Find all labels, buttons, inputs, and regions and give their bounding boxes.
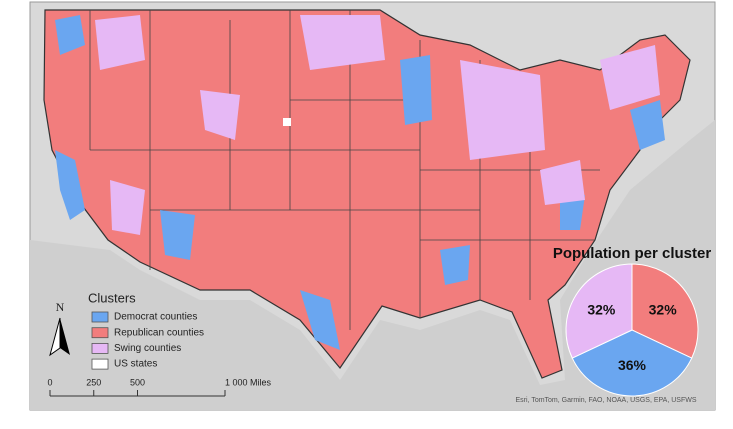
legend-label: Republican counties (114, 327, 204, 338)
white-county (283, 118, 291, 126)
scale-label: 250 (86, 377, 101, 387)
legend-swatch (91, 327, 109, 339)
pie-label: 36% (618, 357, 647, 373)
legend-label: US states (114, 359, 157, 370)
pie-label: 32% (587, 301, 616, 317)
pie-slice (571, 329, 693, 397)
attribution: Esri, TomTom, Garmin, FAO, NOAA, USGS, E… (516, 397, 697, 404)
scale-label: 500 (130, 377, 145, 387)
legend-label: Swing counties (114, 343, 181, 354)
blue-areas (55, 15, 665, 350)
legend: Clusters Democrat counties Republican cou… (88, 290, 204, 369)
scale-label: 1 000 Miles (225, 377, 272, 387)
pie-slice (631, 263, 699, 359)
swing-areas (95, 15, 660, 235)
pie-title: Population per cluster (553, 245, 712, 262)
scale-label: 0 (47, 377, 52, 387)
pie-slice (565, 263, 633, 359)
pie-chart: 32% 36% 32% (565, 263, 699, 397)
north-label: N (56, 300, 65, 314)
scale-bar: 0 250 500 1 000 Miles (47, 377, 272, 397)
legend-swatch (91, 342, 109, 354)
legend-label: Democrat counties (114, 312, 197, 323)
north-arrow: N (49, 300, 70, 357)
water (30, 120, 715, 410)
legend-title: Clusters (88, 290, 136, 305)
pie-label: 32% (649, 301, 678, 317)
legend-swatch (91, 311, 109, 323)
legend-swatch (91, 358, 109, 370)
